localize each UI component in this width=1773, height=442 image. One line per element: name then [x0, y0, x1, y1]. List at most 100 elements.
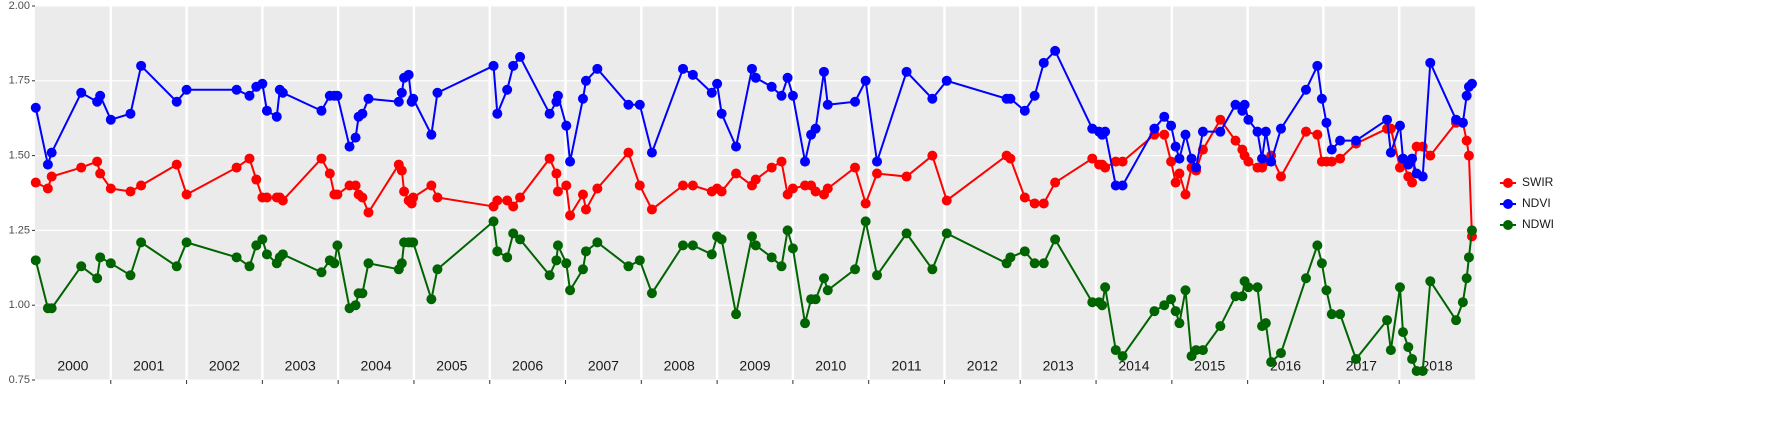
data-point [92, 273, 103, 284]
data-point [1005, 153, 1016, 164]
data-point [1382, 114, 1393, 125]
data-point [1019, 105, 1030, 116]
data-point [261, 249, 272, 260]
data-point [92, 156, 103, 167]
data-point [181, 189, 192, 200]
data-point [565, 156, 576, 167]
data-point [244, 153, 255, 164]
data-point [782, 72, 793, 83]
data-point [1266, 357, 1277, 368]
data-point [277, 195, 288, 206]
data-point [577, 189, 588, 200]
data-point [432, 264, 443, 275]
data-point [1461, 90, 1472, 101]
data-point [1312, 129, 1323, 140]
data-point [76, 87, 87, 98]
data-point [508, 228, 519, 239]
data-point [646, 147, 657, 158]
data-point [171, 159, 182, 170]
data-point [508, 60, 519, 71]
data-point [1186, 153, 1197, 164]
data-point [181, 237, 192, 248]
legend-label: SWIR [1522, 175, 1554, 189]
data-point [1252, 282, 1263, 293]
data-point [1243, 282, 1254, 293]
data-point [810, 123, 821, 134]
data-point [750, 72, 761, 83]
year-label: 2010 [815, 358, 846, 374]
data-point [716, 186, 727, 197]
data-point [1300, 273, 1311, 284]
year-label: 2018 [1422, 358, 1453, 374]
year-label: 2002 [209, 358, 240, 374]
data-point [1170, 141, 1181, 152]
data-point [1005, 93, 1016, 104]
data-point [577, 93, 588, 104]
data-point [257, 234, 268, 245]
data-point [1417, 171, 1428, 182]
data-point [403, 69, 414, 80]
data-point [432, 87, 443, 98]
data-point [1275, 171, 1286, 182]
data-point [1149, 306, 1160, 317]
year-label: 2000 [57, 358, 88, 374]
data-point [277, 249, 288, 260]
data-point [1230, 99, 1241, 110]
data-point [1300, 84, 1311, 95]
data-point [678, 63, 688, 74]
data-point [244, 261, 255, 272]
data-point [1237, 291, 1248, 302]
data-point [488, 60, 499, 71]
data-point [1029, 258, 1040, 269]
data-point [565, 210, 576, 221]
data-point [316, 105, 327, 116]
data-point [623, 261, 634, 272]
data-point [552, 90, 563, 101]
year-label: 2004 [360, 358, 391, 374]
data-point [1166, 120, 1177, 131]
data-point [125, 108, 136, 119]
data-point [1351, 354, 1362, 365]
data-point [1117, 351, 1128, 362]
data-point [1326, 144, 1337, 155]
data-point [901, 171, 912, 182]
data-point [1166, 156, 1177, 167]
data-point [1457, 297, 1468, 308]
data-point [1174, 168, 1185, 179]
data-point [363, 258, 374, 269]
data-point [561, 258, 572, 269]
data-point [1385, 147, 1396, 158]
data-point [408, 237, 419, 248]
data-point [678, 180, 688, 191]
data-point [818, 273, 829, 284]
data-point [706, 249, 717, 260]
data-point [1174, 318, 1185, 329]
data-point [76, 261, 87, 272]
data-point [1215, 321, 1226, 332]
data-point [231, 162, 242, 173]
data-point [941, 75, 952, 86]
data-point [731, 141, 742, 152]
data-point [687, 69, 698, 80]
data-point [46, 171, 57, 182]
data-point [502, 252, 513, 263]
data-point [551, 255, 562, 266]
data-point [822, 99, 833, 110]
data-point [515, 51, 526, 62]
data-point [1180, 189, 1191, 200]
data-point [363, 93, 374, 104]
data-point [1100, 126, 1111, 137]
data-point [95, 168, 106, 179]
data-point [766, 81, 777, 92]
data-point [580, 246, 591, 257]
data-point [1326, 156, 1337, 167]
data-point [1394, 120, 1405, 131]
data-point [426, 180, 437, 191]
data-point [1382, 315, 1393, 326]
y-tick-label: 1.50 [9, 150, 30, 162]
data-point [105, 258, 116, 269]
data-point [492, 195, 503, 206]
data-point [316, 153, 327, 164]
data-point [396, 258, 407, 269]
data-point [515, 234, 526, 245]
